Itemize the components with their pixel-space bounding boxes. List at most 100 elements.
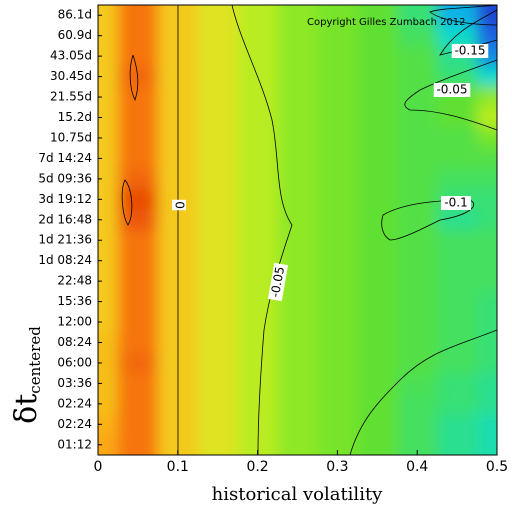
heatmap-cell [437,352,478,374]
contour-line [381,199,475,241]
heatmap-cell [477,107,497,129]
y-tick-label: 1d 08:24 [38,253,92,267]
heatmap-cell [317,373,358,395]
contour-label-text: -0.05 [436,83,467,97]
heatmap-cell [197,189,239,211]
heatmap-cell [98,127,119,149]
heatmap-cell [477,86,497,108]
heatmap-cell [317,25,358,47]
heatmap-cell [98,25,119,47]
heatmap-cell [98,393,119,415]
heatmap-cell [477,270,497,292]
heatmap-cell [317,352,358,374]
heatmap-cell [357,209,398,231]
heatmap-cell [437,127,478,149]
heatmap-cell [397,86,438,108]
heatmap-cell [437,250,478,272]
contour-label: -0.05 [433,83,471,97]
contour-label-bg [433,83,471,97]
heatmap-cell [277,148,318,170]
heatmap-cell [237,270,279,292]
heatmap-cells [98,5,497,455]
heatmap-cell [197,434,239,455]
heatmap-cell [317,414,358,436]
heatmap-cell [237,148,279,170]
heatmap-cell [357,332,398,354]
y-tick-label: 06:00 [57,355,92,369]
y-tick-label: 08:24 [57,335,92,349]
contour-label-text: -0.1 [444,196,467,210]
copyright: Copyright Gilles Zumbach 2012 [307,17,466,28]
contour-label-text: -0.05 [268,265,287,298]
heatmap-cell [357,230,398,251]
heatmap-cell [197,291,239,313]
heatmap-cell [197,230,239,251]
y-tick-label: 15.2d [58,110,92,124]
heatmap-cell [437,168,478,190]
y-tick-label: 02:24 [57,417,92,431]
x-tick-label: 0.2 [246,459,268,475]
heatmap-cell [357,352,398,374]
heatmap-cell [317,45,358,67]
heatmap-cell [437,414,478,436]
heatmap-cell [197,209,239,231]
heatmap-cell [397,250,438,272]
heatmap-cell [197,168,239,190]
heatmap-cell [477,291,497,313]
heatmap-cell [397,332,438,354]
heatmap-cell [197,127,239,149]
heatmap-cell [197,66,239,88]
heatmap-cell [197,25,239,47]
contour-label-bg [267,262,289,302]
heatmap-cell [317,209,358,231]
heatmap-cell [317,66,358,88]
heatmap-cell [397,270,438,292]
heatmap-cell [277,25,318,47]
contour-label: -0.1 [441,196,471,210]
heatmap-cell [357,5,398,26]
heatmap-cell [117,230,159,251]
heatmap-cell [317,168,358,190]
y-tick-label: 15:36 [57,294,92,308]
heatmap-cell [277,209,318,231]
y-tick-label: 22:48 [57,274,92,288]
heatmap-cell [117,66,159,88]
heatmap-cell [98,168,119,190]
y-tick-label: 60.9d [58,28,92,42]
heatmap-cell [317,332,358,354]
heatmap-cell [277,45,318,67]
heatmap-cell [437,5,478,26]
heatmap-cell [98,230,119,251]
heatmap-cell [477,352,497,374]
heatmap-cell [357,168,398,190]
contour-label-text: 0 [173,201,187,209]
heatmap-cell [237,352,279,374]
heatmap-cell [117,291,159,313]
x-tick-label: 0 [94,459,103,475]
y-tick-label: 30.45d [50,69,92,83]
y-tick-label: 43.05d [50,49,92,63]
heatmap-cell [117,25,159,47]
heatmap-cell [357,414,398,436]
heatmap-cell [277,5,318,26]
heatmap-cell [197,270,239,292]
heatmap-cell [357,25,398,47]
heatmap-cell [437,148,478,170]
x-tick-label: 0.1 [167,459,189,475]
heatmap-cell [477,230,497,251]
heatmap-cell [477,373,497,395]
heatmap-cell [98,45,119,67]
y-axis-label-main: δt [9,394,44,424]
heatmap-cell [117,311,159,333]
y-tick-label: 01:12 [57,437,92,451]
heatmap-cell [477,5,497,26]
heatmap-cell [477,148,497,170]
heatmap-cell [477,250,497,272]
heatmap-cell [197,107,239,129]
heatmap-cell [117,270,159,292]
heatmap-cell [357,250,398,272]
heatmap-cell [117,189,159,211]
heatmap-cell [317,311,358,333]
heatmap-cell [197,393,239,415]
heatmap-cell [397,127,438,149]
